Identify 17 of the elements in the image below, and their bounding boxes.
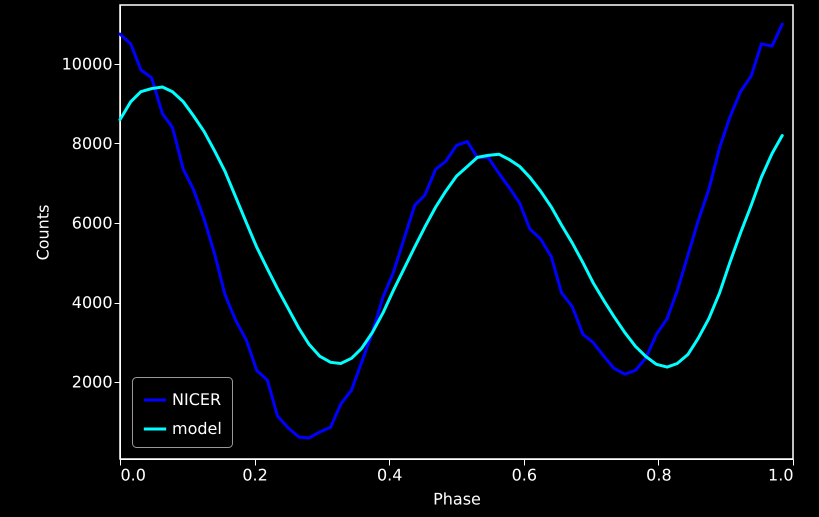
y-tick-label: 6000 (72, 214, 112, 233)
y-tick-label: 10000 (62, 54, 112, 74)
line-series (118, 85, 784, 369)
x-tick-label: 0.4 (376, 466, 402, 484)
y-tick-label: 2000 (72, 372, 112, 392)
x-tick-label: 0.0 (120, 466, 146, 484)
legend-label: NICER (172, 390, 222, 409)
y-tick-label: 4000 (72, 293, 112, 312)
x-axis-title: Phase (433, 490, 481, 508)
x-tick-label: 0.6 (512, 466, 538, 484)
x-tick-label: 0.2 (242, 466, 268, 484)
y-tick-label: 8000 (72, 134, 112, 153)
line-series (118, 22, 784, 440)
y-axis-title: Counts (34, 204, 53, 260)
x-tick-label: 1.0 (768, 466, 794, 484)
x-tick-label: 0.8 (646, 466, 672, 484)
legend-label: model (172, 419, 222, 438)
